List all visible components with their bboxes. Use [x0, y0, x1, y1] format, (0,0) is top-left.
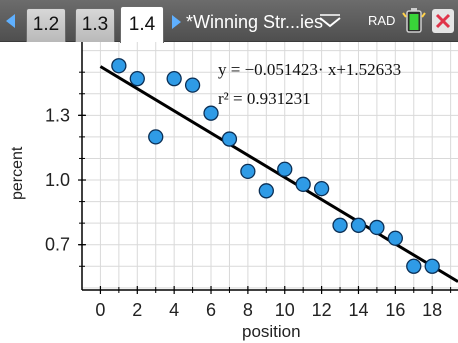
x-tick-label: 10	[275, 300, 295, 320]
document-title[interactable]: *Winning Str...ies	[186, 12, 324, 32]
x-tick-label: 14	[348, 300, 368, 320]
y-axis-ticks: 0.7 1.0 1.3	[45, 71, 86, 267]
data-point[interactable]	[406, 258, 422, 274]
angle-mode-indicator: RAD	[368, 13, 396, 28]
next-page-arrow-icon[interactable]	[172, 15, 181, 29]
tab-1-4[interactable]: 1.4	[120, 6, 164, 43]
close-icon	[435, 13, 451, 29]
data-point[interactable]	[111, 58, 127, 74]
scatter-plot[interactable]: 0 2 4 6 8 10 12 14 16 18 0.7 1.0 1.3 y = −0.051423·…	[0, 42, 458, 343]
x-tick-label: 6	[206, 300, 216, 320]
data-point[interactable]	[166, 71, 182, 87]
battery-icon	[402, 8, 426, 33]
previous-page-arrow-icon[interactable]	[6, 14, 15, 28]
close-button[interactable]	[432, 9, 454, 33]
chevron-down-icon[interactable]	[318, 13, 342, 31]
regression-equation[interactable]: y = −0.051423· x+1.52633	[218, 60, 401, 79]
data-point[interactable]	[258, 183, 274, 199]
y-tick-label: 1.0	[45, 170, 70, 190]
data-point[interactable]	[424, 258, 440, 274]
x-axis-ticks: 0 2 4 6 8 10 12 14 16 18	[95, 286, 452, 320]
data-point[interactable]	[332, 217, 348, 233]
y-axis-label: percent	[9, 146, 26, 200]
r-squared-label: r² = 0.931231	[218, 89, 311, 108]
x-tick-label: 18	[422, 300, 442, 320]
data-point[interactable]	[221, 131, 238, 147]
data-point[interactable]	[369, 219, 385, 236]
data-points	[111, 58, 440, 274]
x-tick-label: 16	[385, 300, 405, 320]
data-point[interactable]	[313, 180, 330, 197]
x-axis-label: position	[242, 322, 301, 341]
data-point[interactable]	[350, 217, 367, 233]
data-point[interactable]	[203, 105, 219, 121]
x-tick-label: 8	[243, 300, 253, 320]
y-tick-label: 1.3	[45, 105, 70, 125]
y-tick-label: 0.7	[45, 235, 70, 255]
x-tick-label: 0	[95, 300, 105, 320]
data-point[interactable]	[387, 230, 403, 246]
tab-1-2[interactable]: 1.2	[26, 8, 66, 42]
data-point[interactable]	[295, 176, 311, 192]
data-point[interactable]	[184, 77, 201, 93]
data-point[interactable]	[240, 163, 256, 180]
data-point[interactable]	[277, 161, 293, 177]
x-tick-label: 12	[312, 300, 332, 320]
document-toolbar: 1.2 1.3 1.4 *Winning Str...ies RAD	[0, 0, 458, 43]
data-point[interactable]	[148, 129, 164, 145]
x-tick-label: 2	[132, 300, 142, 320]
data-point[interactable]	[129, 71, 145, 87]
tab-1-3[interactable]: 1.3	[75, 8, 115, 42]
x-tick-label: 4	[169, 300, 179, 320]
